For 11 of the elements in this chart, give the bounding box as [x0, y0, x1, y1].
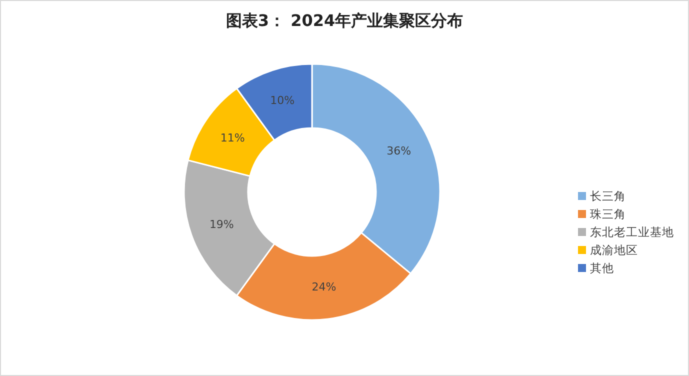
- data-label: 11%: [220, 132, 245, 145]
- legend-label: 珠三角: [590, 207, 626, 221]
- chart-title: 图表3： 2024年产业集聚区分布: [226, 11, 464, 30]
- data-label: 24%: [312, 280, 336, 294]
- legend-label: 东北老工业基地: [590, 225, 674, 239]
- legend-label: 其他: [590, 261, 614, 275]
- data-label: 19%: [209, 218, 234, 232]
- legend-label: 长三角: [590, 189, 626, 203]
- legend-label: 成渝地区: [590, 243, 638, 257]
- data-label: 10%: [270, 94, 295, 108]
- data-label: 36%: [386, 144, 412, 158]
